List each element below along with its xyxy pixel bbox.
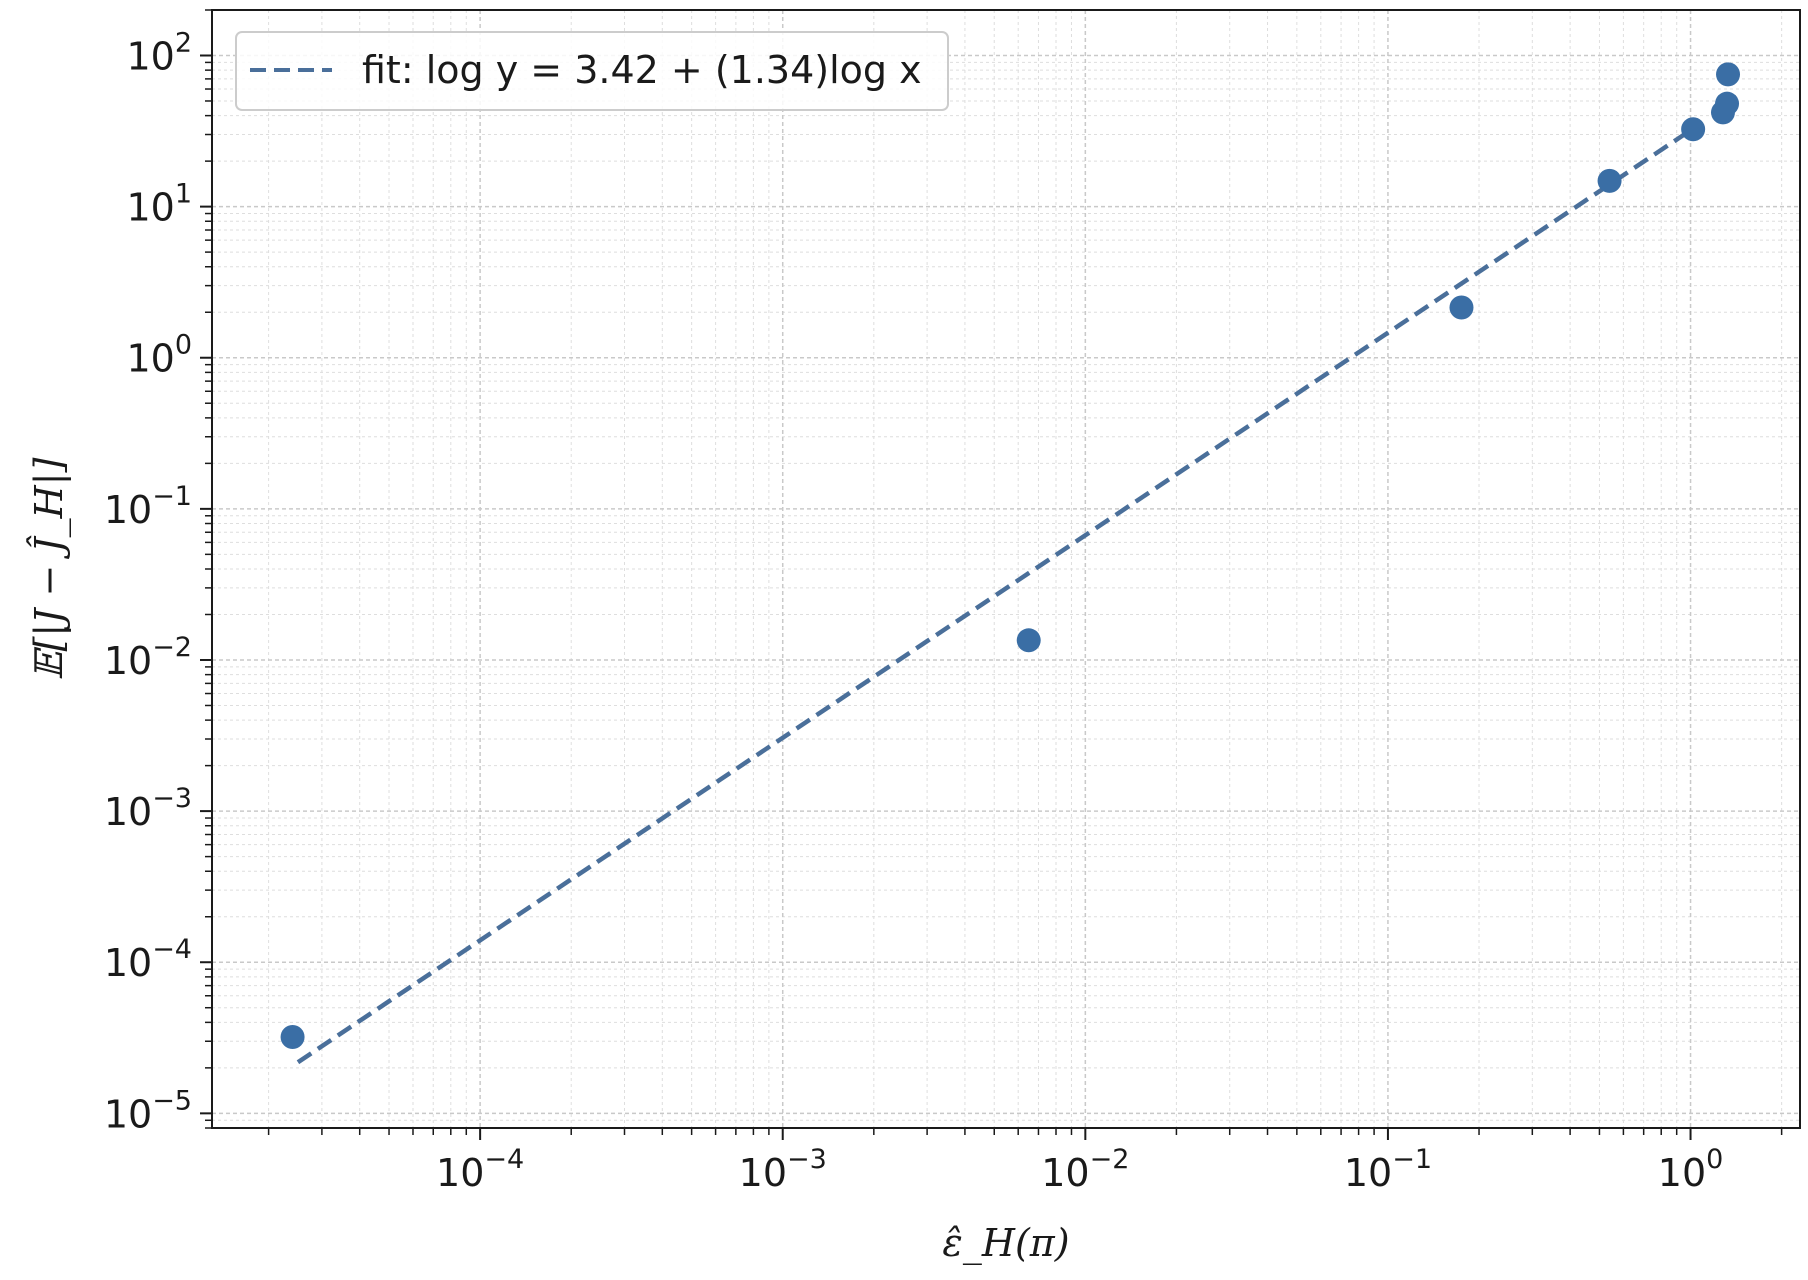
fit-line-layer: [296, 124, 1699, 1065]
data-point: [280, 1025, 305, 1050]
y-tick-label: 101: [126, 179, 192, 230]
data-point: [1715, 91, 1740, 116]
y-tick-label: 10−1: [104, 481, 192, 532]
data-point: [1449, 295, 1474, 320]
data-points: [280, 62, 1741, 1050]
legend-box: [235, 31, 949, 111]
data-point: [1016, 628, 1041, 653]
y-tick-label: 10−3: [104, 783, 192, 834]
y-tick-label: 10−4: [104, 934, 192, 985]
y-axis-label: 𝔼[|J − Ĵ_H|]: [27, 457, 72, 680]
data-point: [1597, 168, 1622, 193]
data-point: [1681, 117, 1706, 142]
y-tick-label: 102: [126, 27, 192, 78]
x-axis-label: ε̂_H(π): [942, 1221, 1069, 1266]
x-tick-label: 10−4: [436, 1144, 524, 1195]
x-tick-label: 10−1: [1344, 1144, 1432, 1195]
x-tick-label: 100: [1658, 1144, 1724, 1195]
x-axis-ticks: 10−4 10−3 10−2 10−1 100: [267, 1128, 1783, 1195]
fit-line: [296, 124, 1699, 1065]
y-tick-label: 10−2: [104, 632, 192, 683]
data-point: [1716, 62, 1741, 87]
major-grid: [212, 10, 1800, 1128]
legend: fit: log y = 3.42 + (1.34)log x: [235, 31, 949, 111]
y-tick-label: 100: [126, 330, 192, 381]
minor-grid: [212, 9, 1800, 1129]
legend-fit-label: fit: log y = 3.42 + (1.34)log x: [362, 48, 922, 92]
y-axis-ticks: 10−5 10−4 10−3 10−2 10−1 100 101 102: [104, 9, 212, 1136]
x-tick-label: 10−2: [1041, 1144, 1129, 1195]
y-tick-label: 10−5: [104, 1085, 192, 1136]
x-tick-label: 10−3: [739, 1144, 827, 1195]
